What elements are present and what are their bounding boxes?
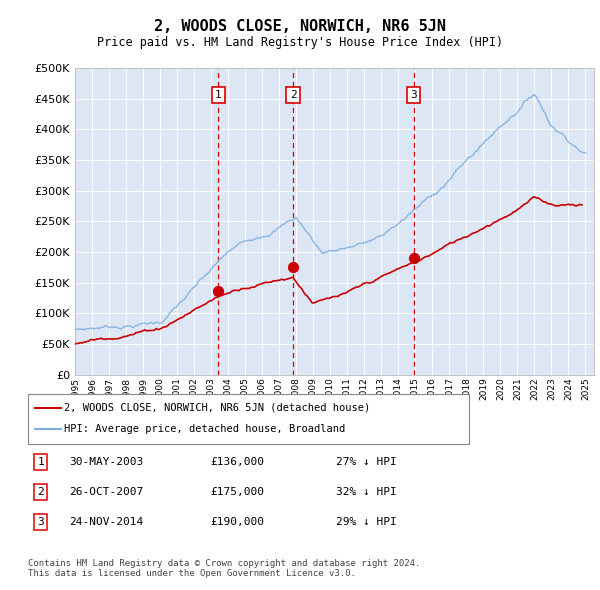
Text: 30-MAY-2003: 30-MAY-2003 — [69, 457, 143, 467]
Point — [289, 263, 298, 272]
Point — [214, 287, 223, 296]
Text: 26-OCT-2007: 26-OCT-2007 — [69, 487, 143, 497]
Text: 2: 2 — [37, 487, 44, 497]
Text: 1: 1 — [37, 457, 44, 467]
Text: £175,000: £175,000 — [210, 487, 264, 497]
Text: 27% ↓ HPI: 27% ↓ HPI — [336, 457, 397, 467]
Text: 1: 1 — [215, 90, 221, 100]
Text: Price paid vs. HM Land Registry's House Price Index (HPI): Price paid vs. HM Land Registry's House … — [97, 36, 503, 49]
Point — [409, 253, 418, 263]
Text: 3: 3 — [37, 517, 44, 527]
Text: 24-NOV-2014: 24-NOV-2014 — [69, 517, 143, 527]
Text: 2, WOODS CLOSE, NORWICH, NR6 5JN: 2, WOODS CLOSE, NORWICH, NR6 5JN — [154, 19, 446, 34]
Text: HPI: Average price, detached house, Broadland: HPI: Average price, detached house, Broa… — [64, 424, 346, 434]
Text: 32% ↓ HPI: 32% ↓ HPI — [336, 487, 397, 497]
Text: 2, WOODS CLOSE, NORWICH, NR6 5JN (detached house): 2, WOODS CLOSE, NORWICH, NR6 5JN (detach… — [64, 402, 370, 412]
Text: Contains HM Land Registry data © Crown copyright and database right 2024.
This d: Contains HM Land Registry data © Crown c… — [28, 559, 421, 578]
Text: 2: 2 — [290, 90, 296, 100]
Text: £136,000: £136,000 — [210, 457, 264, 467]
Text: 29% ↓ HPI: 29% ↓ HPI — [336, 517, 397, 527]
Text: £190,000: £190,000 — [210, 517, 264, 527]
Text: 3: 3 — [410, 90, 417, 100]
